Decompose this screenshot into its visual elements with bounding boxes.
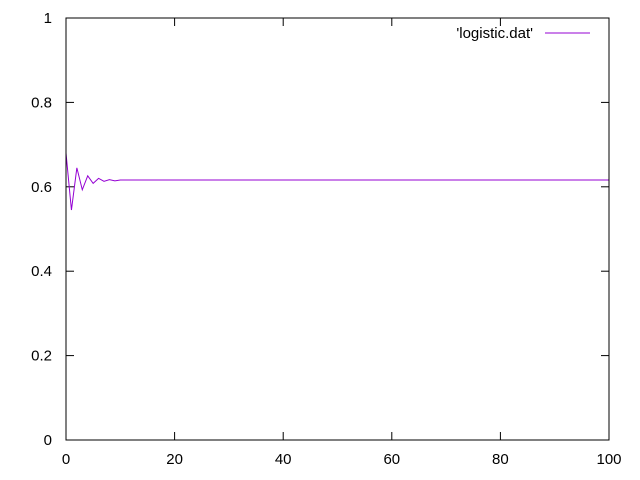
- plot-frame: [65, 17, 610, 441]
- legend-label: 'logistic.dat': [456, 25, 533, 42]
- y-tick-label: 0.6: [31, 179, 52, 196]
- x-tick-label: 60: [383, 451, 400, 468]
- y-tick-label: 0: [44, 432, 52, 449]
- y-tick-label: 1: [44, 10, 52, 27]
- legend: 'logistic.dat': [456, 25, 590, 42]
- y-tick-label: 0.2: [31, 348, 52, 365]
- series-line-0: [65, 152, 609, 211]
- x-tick-label: 100: [596, 451, 621, 468]
- x-tick-label: 40: [275, 451, 292, 468]
- ticks-layer: 0 20 40 60 80 100 0 0.2 0.4 0.6 0.8 1: [31, 10, 621, 468]
- y-tick-label: 0.8: [31, 94, 52, 111]
- x-tick-label: 20: [166, 451, 183, 468]
- series-layer: [65, 152, 609, 211]
- y-tick-label: 0.4: [31, 263, 52, 280]
- x-tick-label: 80: [492, 451, 509, 468]
- x-tick-label: 0: [62, 451, 70, 468]
